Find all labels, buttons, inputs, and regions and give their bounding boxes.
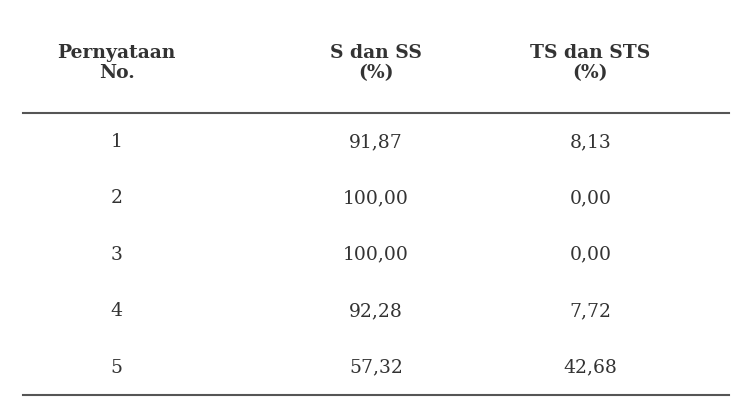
- Text: TS dan STS
(%): TS dan STS (%): [530, 43, 650, 82]
- Text: Pernyataan
No.: Pernyataan No.: [57, 43, 176, 82]
- Text: 5: 5: [111, 358, 123, 376]
- Text: 7,72: 7,72: [569, 301, 611, 320]
- Text: 57,32: 57,32: [349, 358, 403, 376]
- Text: 8,13: 8,13: [569, 132, 611, 151]
- Text: 1: 1: [111, 132, 123, 151]
- Text: 3: 3: [111, 245, 123, 263]
- Text: 100,00: 100,00: [343, 245, 409, 263]
- Text: 0,00: 0,00: [569, 245, 611, 263]
- Text: 91,87: 91,87: [349, 132, 403, 151]
- Text: 100,00: 100,00: [343, 189, 409, 207]
- Text: 42,68: 42,68: [563, 358, 617, 376]
- Text: 2: 2: [111, 189, 123, 207]
- Text: 92,28: 92,28: [349, 301, 403, 320]
- Text: 4: 4: [111, 301, 123, 320]
- Text: 0,00: 0,00: [569, 189, 611, 207]
- Text: S dan SS
(%): S dan SS (%): [330, 43, 422, 82]
